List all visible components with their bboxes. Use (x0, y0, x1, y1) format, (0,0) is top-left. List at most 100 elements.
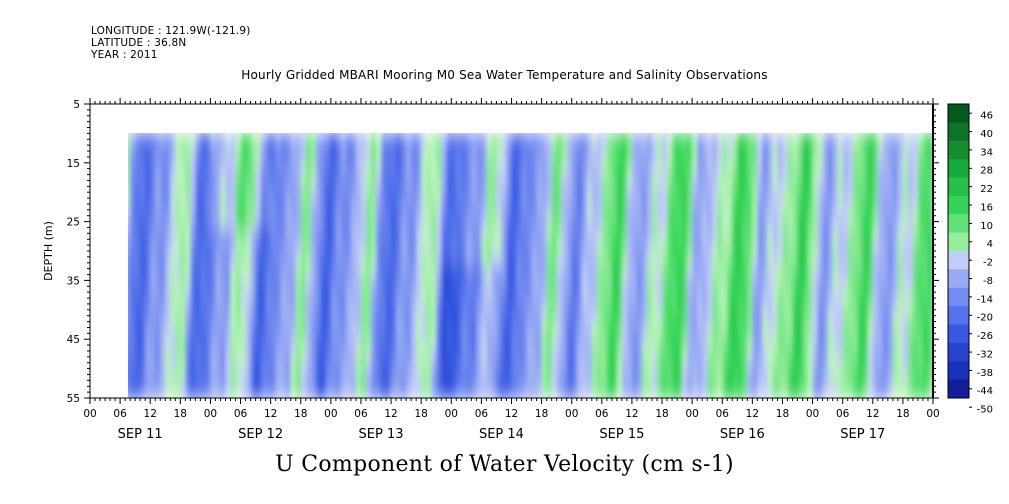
heat-cell (255, 184, 262, 193)
heat-cell (195, 368, 201, 377)
heat-cell (526, 155, 533, 164)
heat-cell (360, 287, 367, 296)
heat-cell (561, 206, 568, 215)
heat-cell (742, 353, 748, 362)
heat-cell (195, 346, 201, 355)
heat-cell (471, 192, 477, 201)
heat-cell (180, 383, 186, 392)
heat-cell (150, 383, 156, 392)
heat-cell (541, 177, 548, 186)
heat-cell (426, 140, 432, 149)
heat-cell (160, 353, 166, 362)
heat-cell (732, 302, 738, 311)
heat-cell (320, 273, 327, 281)
heat-cell (667, 206, 673, 215)
heat-cell (396, 309, 402, 318)
heat-cell (546, 133, 553, 142)
heat-cell (757, 324, 763, 333)
heat-cell (220, 133, 227, 142)
heat-cell (421, 148, 427, 157)
heat-cell (205, 361, 212, 370)
heat-cell (481, 148, 488, 157)
heat-cell (376, 273, 382, 281)
heat-cell (350, 287, 357, 296)
heat-cell (692, 368, 698, 377)
heat-cell (466, 280, 472, 289)
heat-cell (762, 368, 769, 377)
heat-cell (345, 140, 352, 149)
heat-cell (290, 184, 297, 193)
heat-cell (330, 258, 337, 267)
heat-cell (662, 390, 668, 398)
heat-cell (702, 353, 708, 362)
heat-cell (140, 324, 146, 333)
heat-cell (782, 317, 789, 326)
heat-cell (667, 258, 673, 267)
heat-cell (250, 339, 257, 348)
heat-cell (491, 177, 498, 186)
heat-cell (290, 339, 297, 348)
heat-cell (255, 199, 262, 208)
heat-cell (441, 228, 447, 237)
heat-cell (566, 317, 573, 326)
heat-cell (641, 280, 648, 289)
heat-cell (345, 331, 352, 340)
heat-cell (431, 339, 437, 348)
heat-cell (128, 170, 131, 179)
heat-cell (606, 295, 613, 304)
heat-cell (606, 375, 613, 384)
heat-cell (355, 375, 362, 384)
heat-cell (717, 199, 723, 208)
heat-cell (591, 280, 598, 289)
heat-cell (692, 228, 698, 237)
heat-cell (295, 192, 302, 201)
heat-cell (436, 206, 442, 215)
heat-cell (797, 133, 804, 142)
heat-cell (636, 280, 643, 289)
heat-cell (521, 346, 528, 355)
heat-cell (712, 214, 718, 223)
heat-cell (280, 192, 287, 201)
heat-cell (576, 309, 583, 318)
heat-cell (596, 228, 603, 237)
heat-cell (250, 302, 257, 311)
heat-cell (797, 177, 804, 186)
heat-cell (365, 162, 372, 171)
heat-cell (767, 184, 774, 193)
heat-cell (240, 309, 247, 318)
heat-cell (727, 375, 733, 384)
heat-cell (411, 243, 417, 252)
heat-cell (747, 287, 753, 296)
heat-cell (672, 243, 678, 252)
heat-cell (360, 177, 367, 186)
heat-cell (371, 295, 377, 304)
heat-cell (626, 324, 633, 333)
heat-cell (486, 162, 493, 171)
heat-cell (807, 309, 814, 318)
heat-cell (215, 309, 222, 318)
heat-cell (591, 140, 598, 149)
heat-cell (160, 265, 166, 274)
heat-cell (682, 280, 688, 289)
heat-cell (646, 295, 653, 304)
heat-cell (506, 192, 513, 201)
heat-cell (335, 273, 342, 281)
heat-cell (531, 295, 538, 304)
heat-cell (411, 317, 417, 326)
heat-cell (155, 199, 161, 208)
heat-cell (621, 162, 628, 171)
heat-cell (626, 228, 633, 237)
heat-cell (732, 155, 738, 164)
heat-cell (170, 251, 176, 259)
heat-cell (225, 383, 232, 392)
heat-cell (275, 258, 282, 267)
heat-cell (145, 228, 151, 237)
heat-cell (672, 383, 678, 392)
heat-cell (310, 295, 317, 304)
heat-cell (305, 148, 312, 157)
heat-cell (315, 133, 322, 142)
heat-cell (130, 324, 136, 333)
heat-cell (446, 287, 452, 296)
heat-cell (386, 228, 392, 237)
heat-cell (155, 287, 161, 296)
